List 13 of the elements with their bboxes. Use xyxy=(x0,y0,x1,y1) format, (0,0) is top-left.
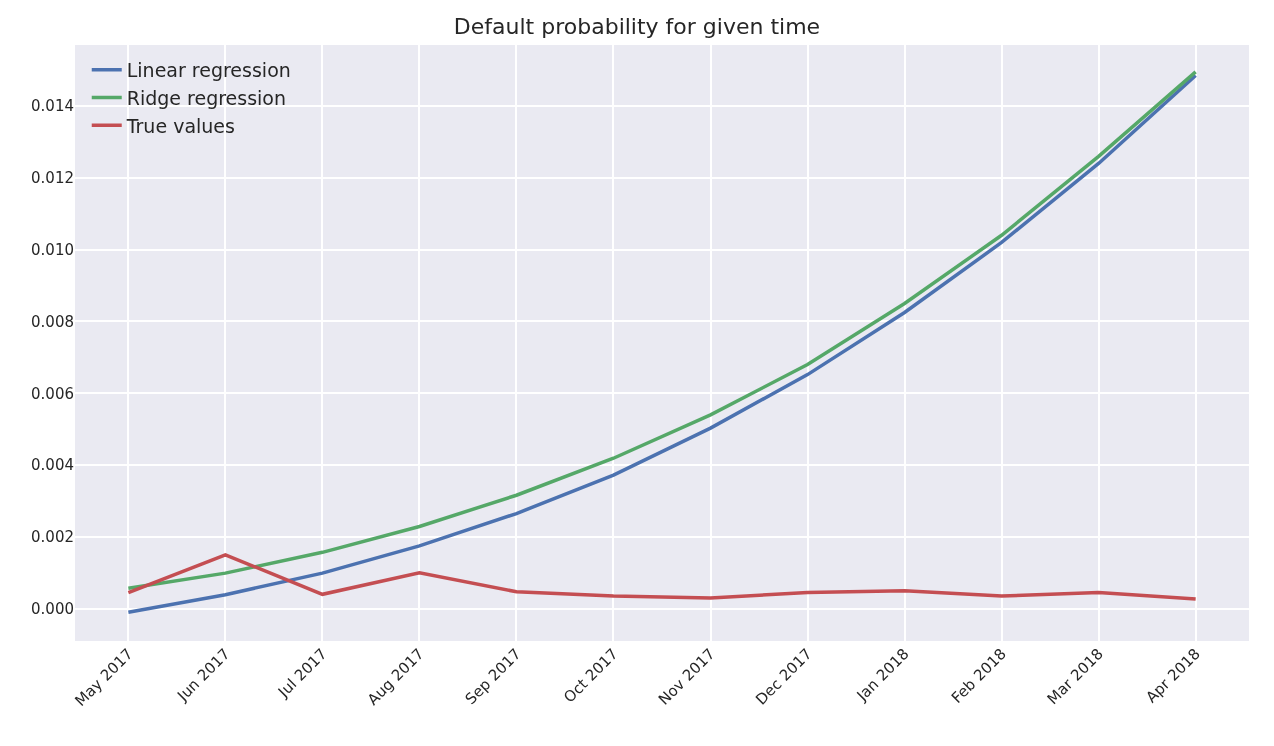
y-tick-label: 0.006 xyxy=(31,384,74,403)
y-tick-label: 0.002 xyxy=(31,528,74,547)
legend-label: True values xyxy=(125,114,235,137)
legend-label: Linear regression xyxy=(126,59,291,82)
y-tick-label: 0.014 xyxy=(31,97,74,116)
y-tick-label: 0.000 xyxy=(31,599,74,618)
y-tick-label: 0.010 xyxy=(31,240,74,259)
chart-title: Default probability for given time xyxy=(453,14,821,40)
y-tick-label: 0.012 xyxy=(31,169,74,188)
y-tick-label: 0.004 xyxy=(31,456,74,475)
y-tick-label: 0.008 xyxy=(31,312,74,331)
legend-label: Ridge regression xyxy=(126,86,287,109)
line-series xyxy=(126,553,1198,601)
